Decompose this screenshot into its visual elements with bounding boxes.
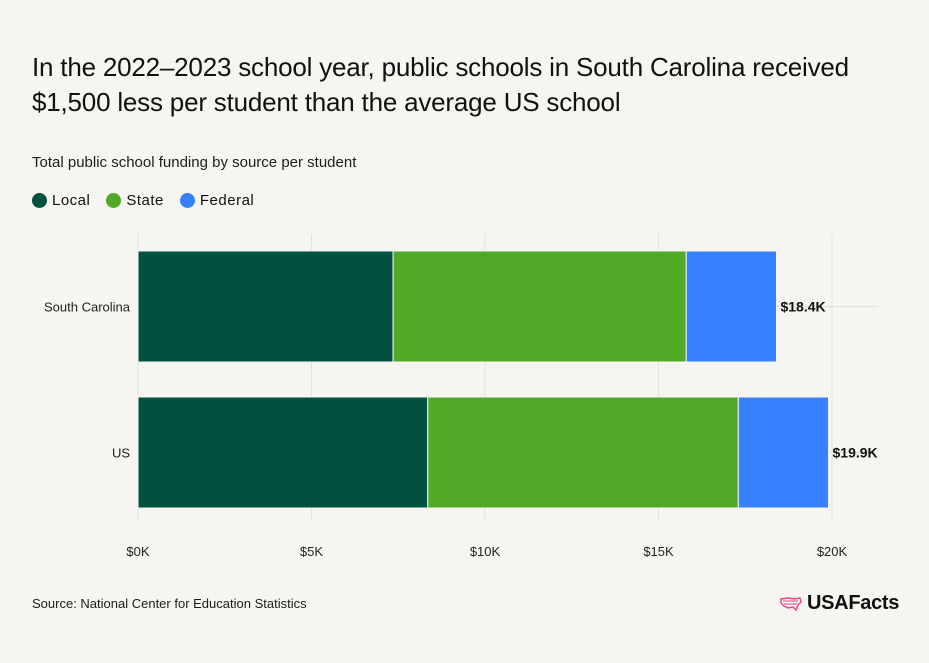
legend-swatch-state [106, 193, 122, 208]
total-data-label: $19.9K [833, 445, 878, 461]
total-data-label: $18.4K [780, 299, 825, 315]
us-map-icon [780, 596, 802, 611]
source-note: Source: National Center for Education St… [32, 596, 307, 611]
legend-label-federal: Federal [199, 192, 255, 209]
legend-item-local: Local [32, 192, 90, 209]
brand-logo: USAFacts [780, 592, 899, 615]
chart-subtitle: Total public school funding by source pe… [32, 154, 357, 171]
bar-local [137, 250, 394, 363]
x-tick-label: $10K [470, 544, 501, 559]
bar-local [137, 396, 429, 509]
x-tick-label: $20K [817, 544, 848, 559]
legend-swatch-local [32, 193, 47, 208]
bar-state [392, 250, 687, 363]
legend: Local State Federal [32, 192, 270, 209]
y-category-label: US [112, 446, 130, 461]
legend-swatch-federal [179, 193, 195, 208]
bar-federal [685, 250, 777, 363]
brand-name: USAFacts [807, 592, 900, 614]
chart-title: In the 2022–2023 school year, public sch… [32, 52, 849, 117]
legend-item-federal: Federal [179, 192, 255, 209]
y-category-label: South Carolina [44, 300, 131, 315]
legend-label-state: State [126, 192, 164, 209]
legend-label-local: Local [52, 192, 91, 209]
x-tick-label: $5K [300, 544, 323, 559]
bar-federal [737, 396, 830, 509]
bar-state [427, 396, 739, 509]
legend-item-state: State [106, 192, 164, 209]
x-tick-label: $15K [643, 544, 674, 559]
x-tick-label: $0K [126, 544, 149, 559]
